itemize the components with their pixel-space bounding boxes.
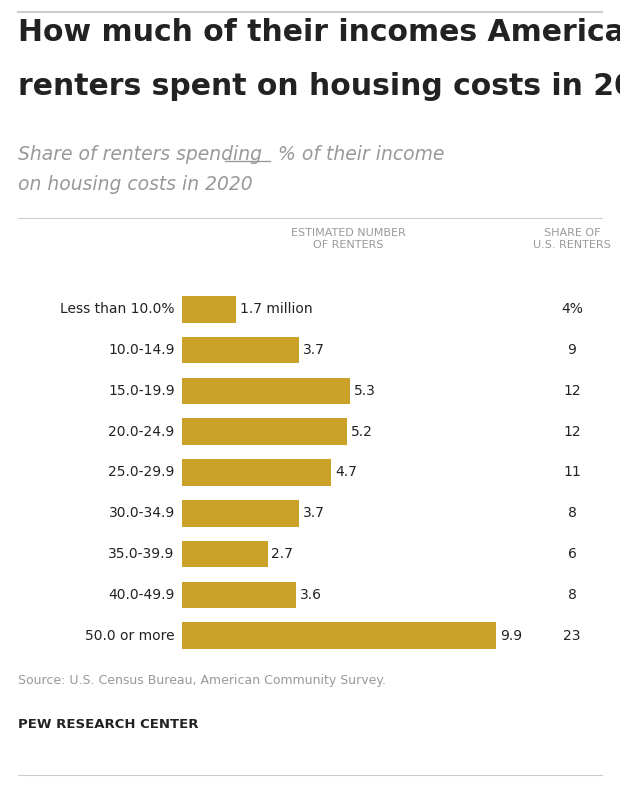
Text: 4%: 4%	[561, 303, 583, 317]
Text: ESTIMATED NUMBER
OF RENTERS: ESTIMATED NUMBER OF RENTERS	[291, 228, 406, 250]
Text: Less than 10.0%: Less than 10.0%	[60, 303, 175, 317]
Text: 20.0-24.9: 20.0-24.9	[108, 425, 175, 439]
Text: 25.0-29.9: 25.0-29.9	[108, 466, 175, 479]
Text: 8: 8	[567, 588, 577, 602]
Text: 23: 23	[563, 629, 581, 642]
Text: 2.7: 2.7	[272, 547, 293, 561]
Text: 5.3: 5.3	[354, 384, 376, 398]
Bar	[182, 500, 299, 527]
Text: Share of renters spending: Share of renters spending	[18, 145, 268, 164]
Bar	[182, 378, 350, 404]
Text: 11: 11	[563, 466, 581, 479]
Text: 5.2: 5.2	[351, 425, 373, 439]
Text: 3.7: 3.7	[303, 506, 325, 520]
Text: 50.0 or more: 50.0 or more	[85, 629, 175, 642]
Text: 9: 9	[567, 343, 577, 357]
Text: % of their income: % of their income	[272, 145, 445, 164]
Bar	[182, 581, 296, 608]
Text: 10.0-14.9: 10.0-14.9	[108, 343, 175, 357]
Bar	[182, 418, 347, 445]
Text: 9.9: 9.9	[500, 629, 522, 642]
Text: 30.0-34.9: 30.0-34.9	[108, 506, 175, 520]
Text: 3.7: 3.7	[303, 343, 325, 357]
Text: 1.7 million: 1.7 million	[240, 303, 312, 317]
Text: 12: 12	[563, 384, 581, 398]
Bar	[182, 296, 236, 322]
Bar	[182, 541, 268, 567]
Text: SHARE OF
U.S. RENTERS: SHARE OF U.S. RENTERS	[533, 228, 611, 250]
Text: 35.0-39.9: 35.0-39.9	[108, 547, 175, 561]
Text: 6: 6	[567, 547, 577, 561]
Text: How much of their incomes American: How much of their incomes American	[18, 18, 620, 47]
Text: renters spent on housing costs in 2020: renters spent on housing costs in 2020	[18, 72, 620, 101]
Text: on housing costs in 2020: on housing costs in 2020	[18, 175, 252, 194]
Text: 4.7: 4.7	[335, 466, 356, 479]
Text: PEW RESEARCH CENTER: PEW RESEARCH CENTER	[18, 718, 198, 731]
Bar	[182, 459, 331, 485]
Text: Source: U.S. Census Bureau, American Community Survey.: Source: U.S. Census Bureau, American Com…	[18, 674, 386, 687]
Bar	[182, 337, 299, 364]
Bar	[182, 623, 496, 649]
Text: 3.6: 3.6	[300, 588, 322, 602]
Text: 8: 8	[567, 506, 577, 520]
Text: 12: 12	[563, 425, 581, 439]
Text: 15.0-19.9: 15.0-19.9	[108, 384, 175, 398]
Text: 40.0-49.9: 40.0-49.9	[108, 588, 175, 602]
